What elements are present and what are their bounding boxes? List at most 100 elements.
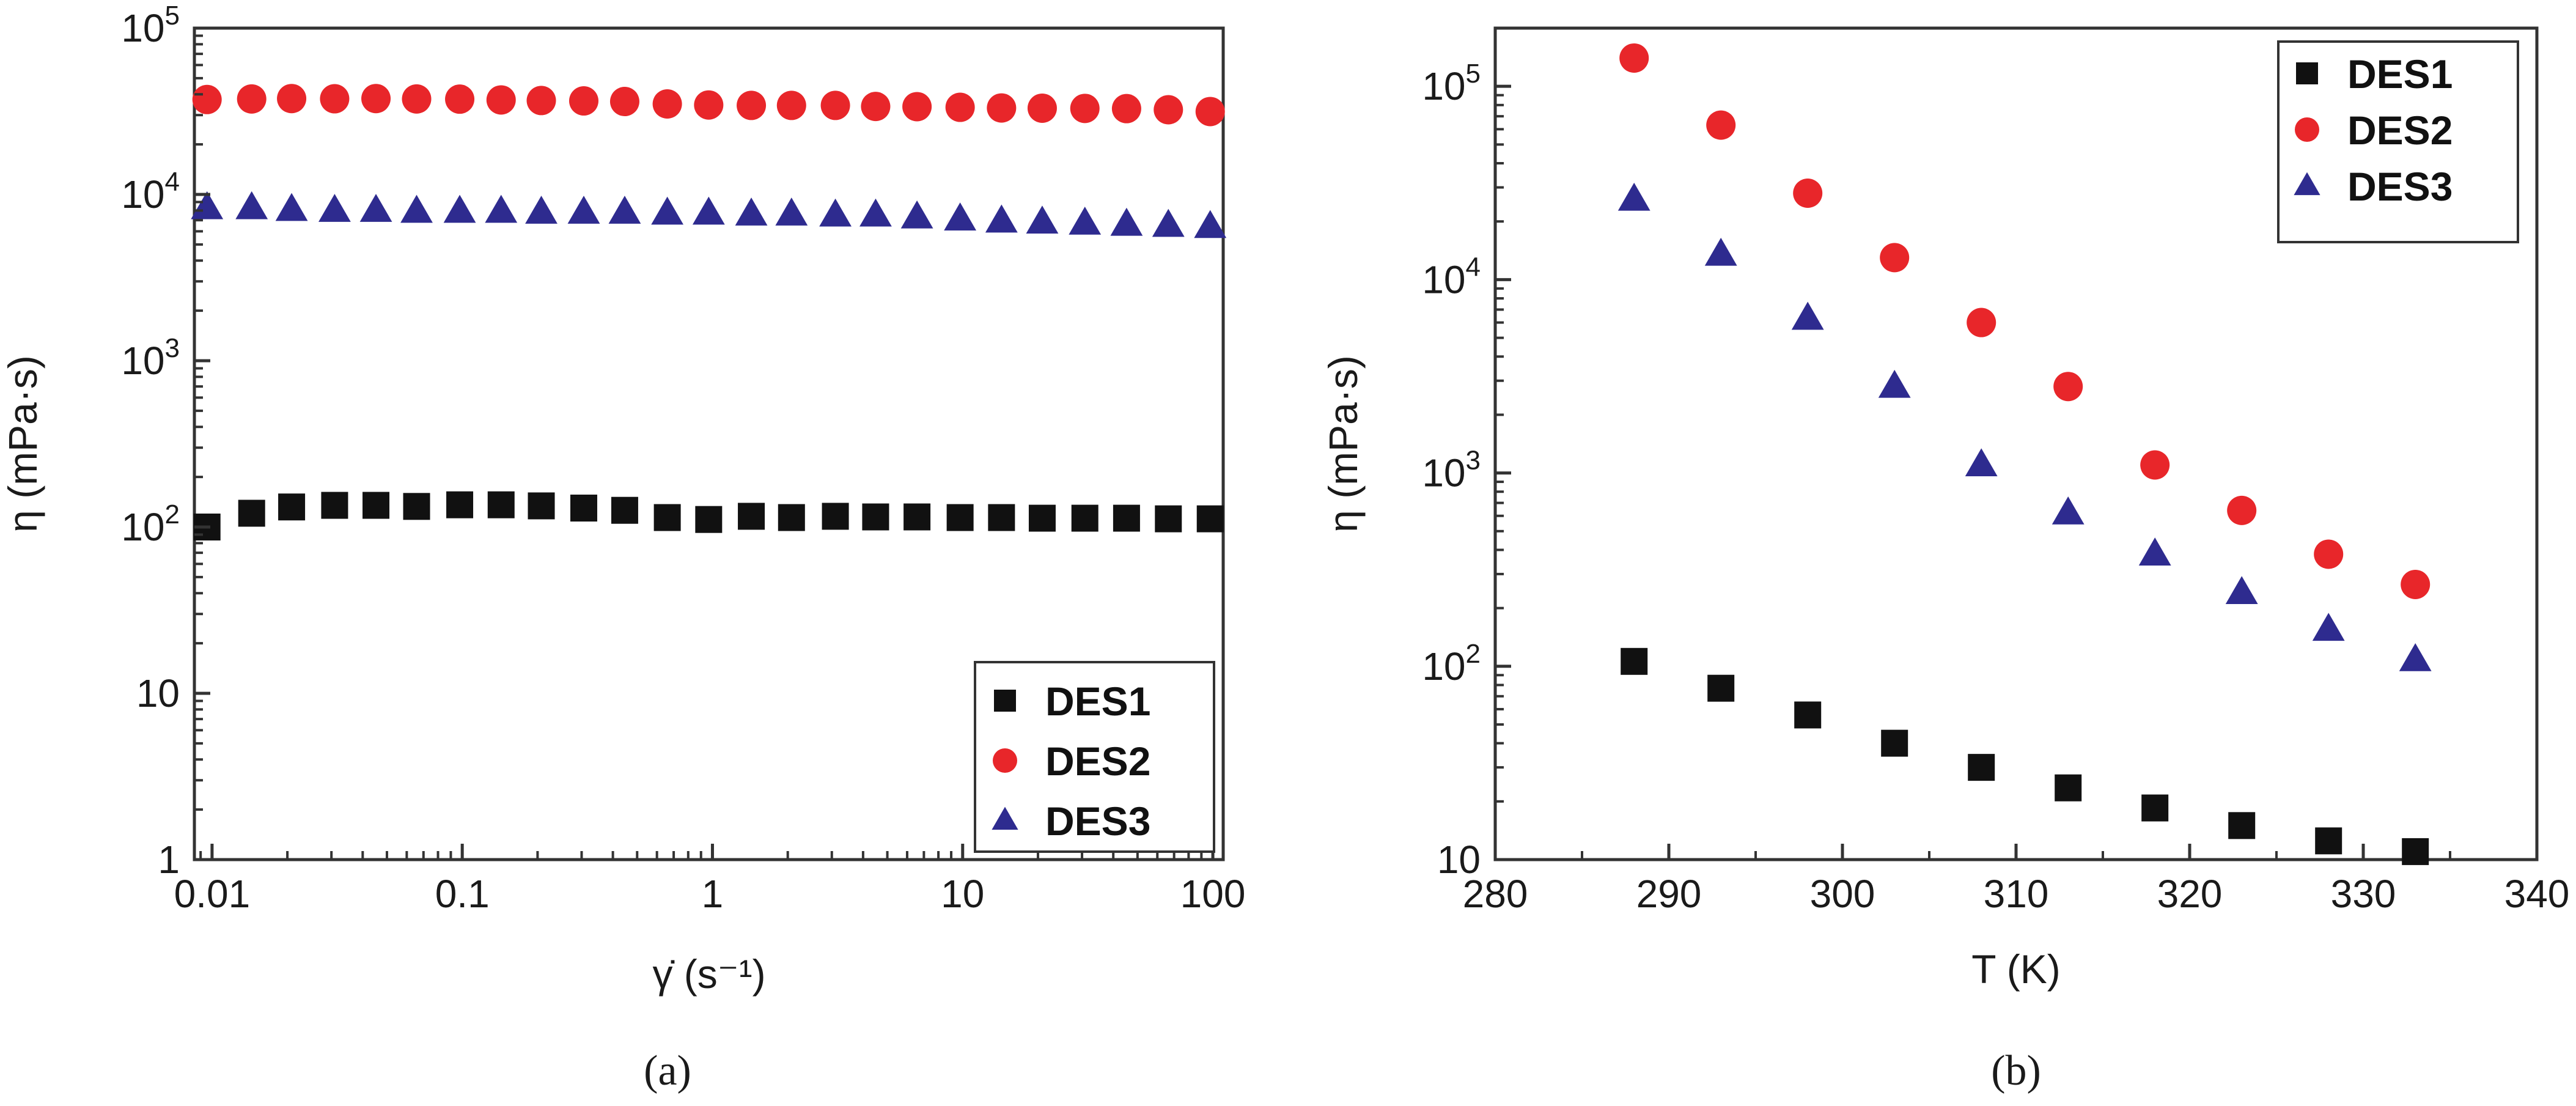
chart-a-point: [487, 491, 515, 518]
chart-a-x-tick-label: 0.01: [174, 872, 251, 916]
chart-a-point: [608, 196, 641, 224]
chart-a-point: [859, 198, 892, 227]
chart-b-point: [2138, 537, 2171, 566]
chart-a-point: [1110, 207, 1143, 236]
chart-b-point: [1967, 308, 1996, 337]
chart-a-legend-label: DES1: [1045, 679, 1150, 724]
chart-a-point: [611, 496, 638, 524]
chart-a-point: [238, 500, 265, 527]
chart-a-legend-marker: [994, 690, 1016, 712]
chart-b-point: [2315, 827, 2342, 855]
chart-a-point: [1154, 95, 1183, 125]
chart-a-x-tick-label: 0.1: [435, 872, 490, 916]
chart-a-point: [946, 504, 974, 531]
chart-a-point: [820, 90, 850, 120]
chart-b-point: [1968, 754, 1995, 781]
chart-b-point: [1880, 243, 1910, 273]
chart-a-point: [738, 503, 765, 530]
chart-a-point: [526, 86, 556, 116]
chart-a-point: [569, 86, 598, 116]
chart-a-point: [900, 200, 933, 229]
chart-b-x-tick-label: 290: [1636, 872, 1702, 916]
chart-b-point: [2401, 569, 2431, 599]
chart-a-point: [361, 84, 391, 114]
chart-b-y-tick-label: 103: [1422, 446, 1481, 495]
chart-a-point: [1196, 505, 1224, 533]
chart-a-point: [403, 493, 430, 520]
chart-a-point: [1155, 505, 1182, 533]
chart-a-axes: 0.01 0.1 1 10 100 1 10 102 103 104 105: [121, 1, 1245, 916]
chart-a: 0.01 0.1 1 10 100 1 10 102 103 104 105 η (mPa·s) γ…: [0, 1, 1245, 1094]
chart-b-y-tick-label: 105: [1422, 59, 1481, 108]
chart-b-x-tick-label: 330: [2331, 872, 2396, 916]
chart-a-point: [525, 196, 558, 224]
chart-b-legend-label: DES3: [2347, 164, 2453, 209]
chart-a-x-tick-label: 10: [941, 872, 984, 916]
chart-b-x-tick-label: 280: [1463, 872, 1528, 916]
chart-a-y-tick-label: 1: [158, 838, 180, 882]
chart-a-point: [446, 491, 474, 518]
chart-a-point: [775, 197, 808, 226]
chart-a-x-tick-label: 1: [702, 872, 724, 916]
chart-b-y-tick-label: 104: [1422, 252, 1481, 301]
chart-b-point: [1706, 110, 1736, 140]
chart-b-legend-box: [2277, 40, 2519, 243]
chart-a-point: [902, 92, 932, 122]
chart-b-point: [2052, 496, 2085, 525]
chart-a-point: [237, 84, 267, 114]
chart-b-legend-marker: [2294, 172, 2320, 196]
chart-b-point: [2053, 372, 2083, 402]
chart-a-point: [1113, 504, 1140, 532]
chart-b: 280 290 300 310 320 330 340 10 102 103 104 105 η (m…: [1320, 26, 2569, 1094]
chart-a-point: [903, 503, 931, 531]
chart-a-point: [1194, 210, 1227, 238]
chart-b-x-tick-label: 300: [1810, 872, 1875, 916]
chart-a-y-tick-label: 102: [121, 500, 180, 549]
chart-b-point: [2141, 794, 2169, 822]
chart-b-marks: [1617, 43, 2432, 865]
chart-a-point: [275, 193, 308, 221]
chart-a-series-des2: [192, 84, 1225, 127]
chart-b-point: [2225, 576, 2258, 605]
chart-b-point: [2402, 838, 2429, 865]
chart-a-ylabel: η (mPa·s): [0, 355, 45, 533]
chart-a-point: [321, 492, 348, 519]
chart-a-legend-label: DES2: [1045, 739, 1150, 784]
chart-a-point: [651, 196, 684, 225]
chart-b-point: [2055, 774, 2082, 802]
chart-b-x-tick-label: 310: [1984, 872, 2049, 916]
chart-a-series-des3: [191, 191, 1227, 238]
chart-a-y-tick-label: 105: [121, 1, 180, 50]
chart-a-point: [944, 202, 977, 230]
chart-a-point: [987, 93, 1017, 123]
chart-b-ylabel: η (mPa·s): [1320, 355, 1366, 533]
chart-b-point: [1617, 182, 1650, 211]
chart-b-legend: DES1 DES2 DES3: [2277, 40, 2519, 243]
chart-b-point: [1707, 674, 1735, 702]
chart-b-y-tick-label: 102: [1422, 639, 1481, 688]
chart-a-point: [695, 506, 723, 533]
chart-b-point: [1793, 178, 1823, 208]
chart-a-legend-marker: [993, 748, 1017, 773]
chart-a-y-tick-label: 10: [136, 671, 180, 715]
chart-a-point: [1069, 207, 1102, 235]
chart-a-point: [570, 495, 597, 522]
chart-a-point: [653, 504, 681, 531]
chart-a-point: [318, 194, 351, 222]
chart-a-point: [652, 89, 682, 119]
chart-a-point: [1195, 97, 1225, 127]
chart-a-point: [1026, 205, 1059, 234]
chart-a-point: [862, 503, 889, 531]
chart-b-point: [1791, 301, 1824, 330]
chart-b-series-des2: [1619, 43, 2431, 599]
chart-a-point: [443, 194, 476, 223]
chart-a-marks: [191, 84, 1227, 540]
chart-a-point: [735, 197, 768, 226]
chart-b-series-des1: [1621, 647, 2429, 865]
chart-a-point: [776, 90, 806, 120]
chart-a-point: [1071, 504, 1098, 532]
chart-b-point: [2227, 495, 2257, 525]
chart-a-point: [320, 84, 350, 114]
panel-b-caption: (b): [1991, 1047, 2041, 1094]
